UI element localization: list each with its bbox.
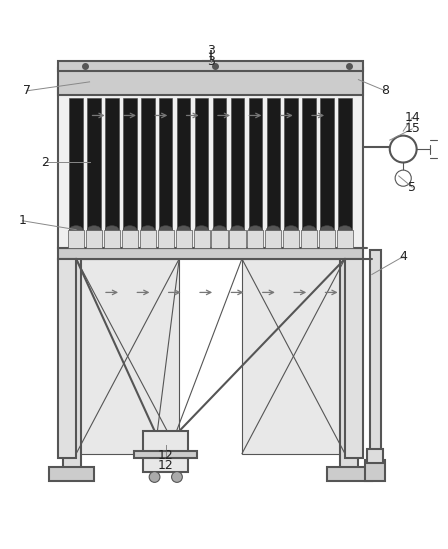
Circle shape — [390, 136, 417, 163]
Polygon shape — [284, 98, 298, 229]
Bar — [58, 259, 76, 458]
Bar — [265, 229, 281, 248]
Bar — [58, 248, 363, 259]
Polygon shape — [302, 98, 316, 229]
Bar — [229, 229, 246, 248]
Ellipse shape — [249, 226, 262, 234]
Bar — [340, 252, 358, 472]
Ellipse shape — [284, 226, 298, 234]
Bar — [327, 467, 372, 480]
Bar — [58, 86, 363, 248]
Ellipse shape — [213, 226, 226, 234]
Bar — [194, 229, 210, 248]
Text: 2: 2 — [41, 156, 49, 169]
Bar — [68, 229, 84, 248]
Ellipse shape — [231, 226, 244, 234]
Bar — [365, 461, 385, 480]
Text: 15: 15 — [404, 122, 420, 136]
Text: 12: 12 — [158, 450, 174, 462]
Polygon shape — [195, 98, 208, 229]
Text: 7: 7 — [23, 85, 31, 97]
Polygon shape — [76, 259, 179, 453]
Polygon shape — [213, 98, 226, 229]
Polygon shape — [338, 98, 352, 229]
Polygon shape — [141, 98, 155, 229]
Bar — [337, 229, 353, 248]
Bar — [370, 250, 381, 463]
Ellipse shape — [123, 226, 137, 234]
Bar — [367, 449, 383, 463]
Bar — [211, 229, 228, 248]
Polygon shape — [105, 98, 119, 229]
Polygon shape — [123, 98, 137, 229]
Ellipse shape — [159, 226, 172, 234]
Bar — [176, 229, 192, 248]
Text: 3: 3 — [207, 55, 215, 68]
Bar — [301, 229, 317, 248]
Polygon shape — [69, 98, 83, 229]
Ellipse shape — [320, 226, 334, 234]
Text: 3: 3 — [207, 44, 215, 57]
Polygon shape — [231, 98, 244, 229]
Bar — [58, 61, 363, 71]
Polygon shape — [177, 98, 190, 229]
Polygon shape — [242, 259, 345, 453]
Bar — [345, 259, 363, 458]
Text: 5: 5 — [408, 181, 416, 194]
Text: 8: 8 — [381, 85, 389, 97]
Ellipse shape — [338, 226, 352, 234]
Ellipse shape — [267, 226, 280, 234]
Text: 4: 4 — [399, 250, 407, 263]
Bar — [49, 467, 94, 480]
Bar — [63, 252, 81, 472]
Text: 12: 12 — [158, 459, 174, 472]
Circle shape — [172, 472, 182, 483]
Circle shape — [395, 170, 411, 186]
Bar — [122, 229, 138, 248]
Bar — [143, 432, 188, 472]
Polygon shape — [320, 98, 334, 229]
Bar — [158, 229, 174, 248]
Polygon shape — [159, 98, 172, 229]
Polygon shape — [87, 98, 101, 229]
Circle shape — [149, 472, 160, 483]
Bar — [86, 229, 102, 248]
Bar — [319, 229, 335, 248]
Bar — [104, 229, 120, 248]
Ellipse shape — [177, 226, 190, 234]
Ellipse shape — [105, 226, 119, 234]
Bar — [58, 69, 363, 96]
Ellipse shape — [141, 226, 155, 234]
Bar — [283, 229, 299, 248]
Bar — [140, 229, 156, 248]
Text: 14: 14 — [404, 111, 420, 124]
Ellipse shape — [69, 226, 83, 234]
Bar — [247, 229, 263, 248]
Polygon shape — [267, 98, 280, 229]
Ellipse shape — [302, 226, 316, 234]
Polygon shape — [249, 98, 262, 229]
Bar — [134, 451, 197, 458]
Text: 1: 1 — [18, 214, 26, 227]
Ellipse shape — [195, 226, 208, 234]
Ellipse shape — [87, 226, 101, 234]
